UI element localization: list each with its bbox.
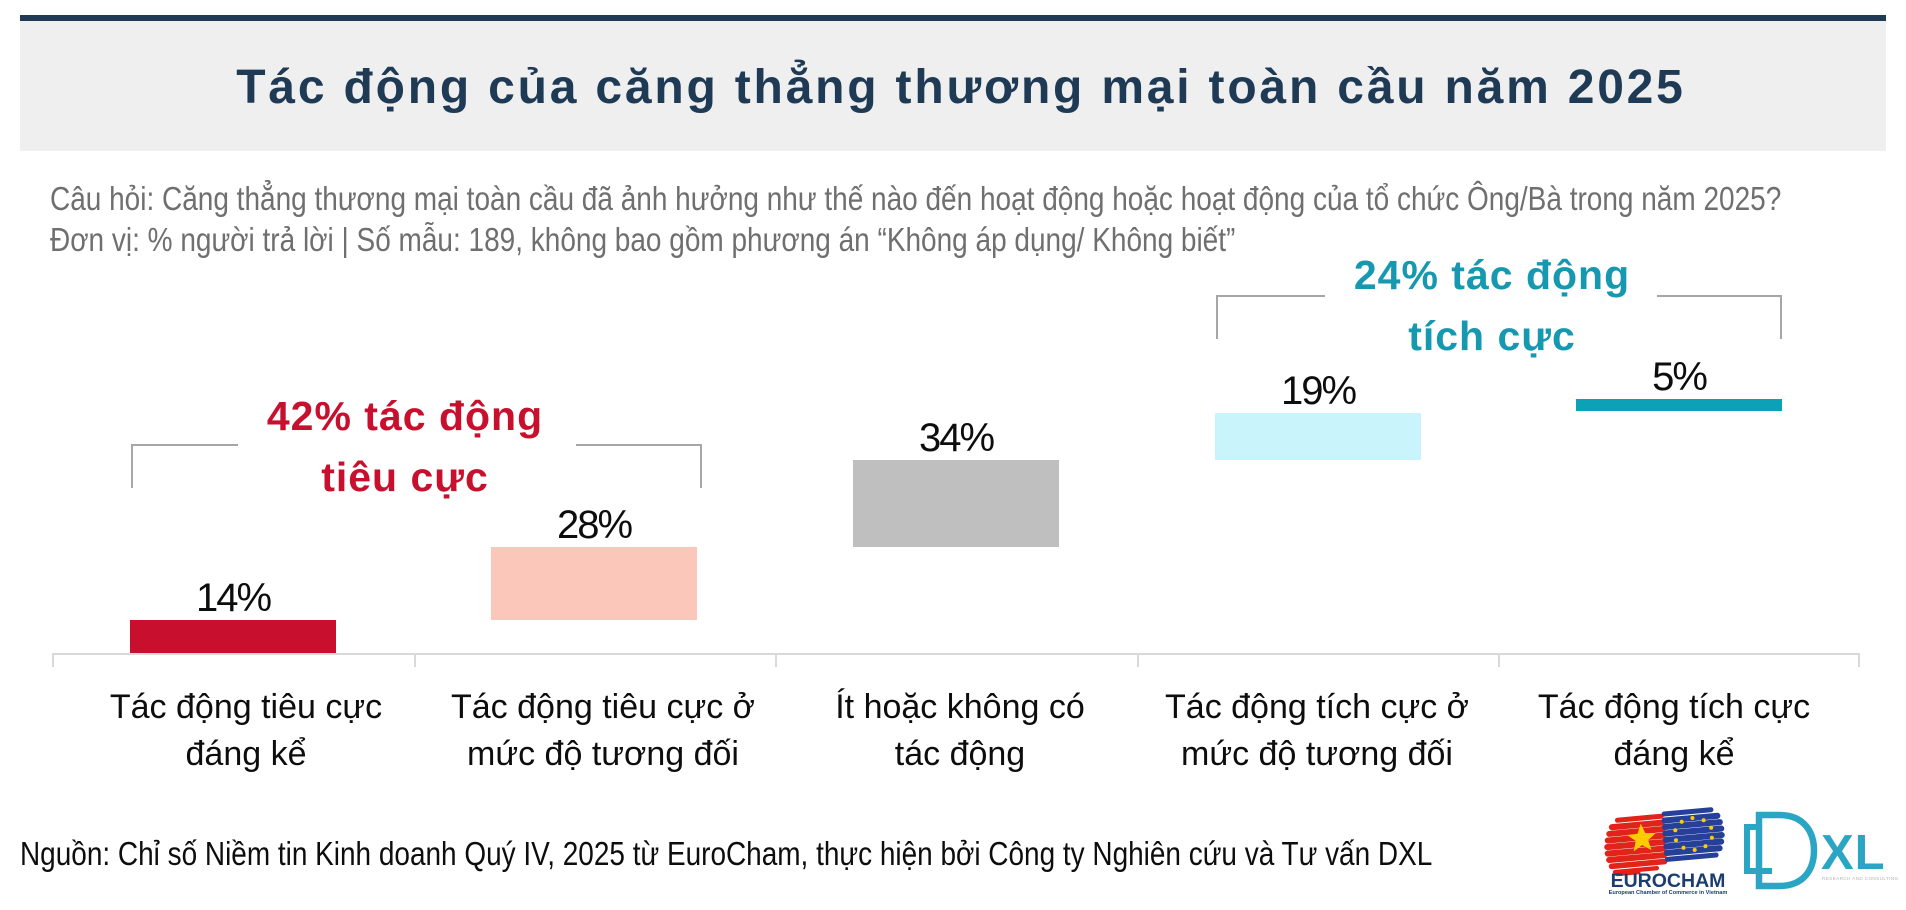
svg-text:RESEARCH AND CONSULTING: RESEARCH AND CONSULTING — [1822, 876, 1899, 881]
svg-text:XL: XL — [1821, 826, 1886, 880]
svg-text:EUROCHAM: EUROCHAM — [1611, 870, 1726, 892]
svg-text:European Chamber of Commerce i: European Chamber of Commerce in Vietnam — [1609, 890, 1728, 896]
